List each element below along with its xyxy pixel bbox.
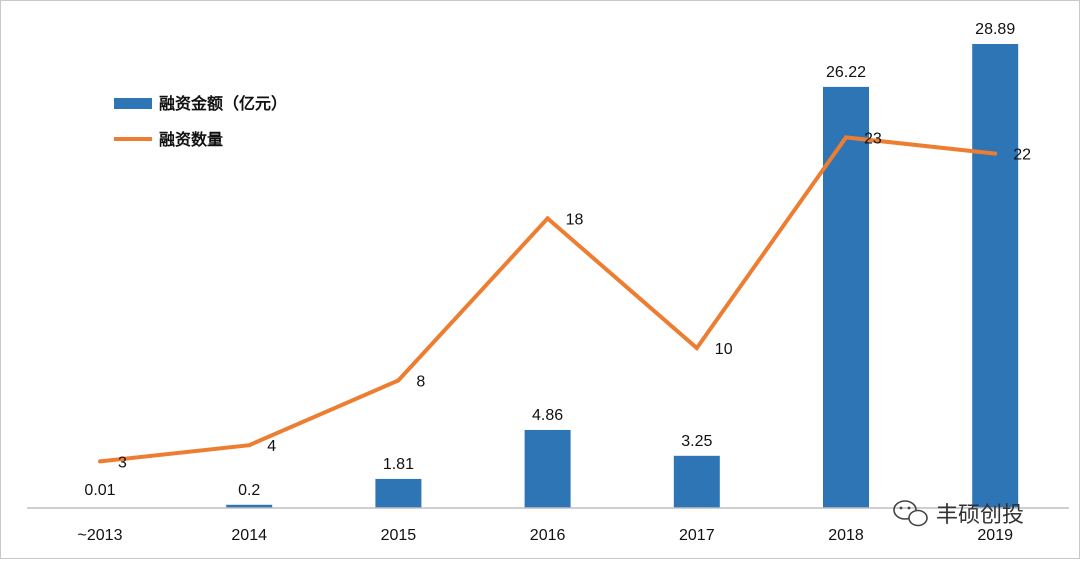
legend-line-label: 融资数量 bbox=[159, 130, 223, 149]
line-data-label: 4 bbox=[267, 438, 276, 455]
line-data-label: 23 bbox=[864, 130, 882, 147]
bar-data-label: 0.2 bbox=[238, 482, 260, 499]
line-data-label: 3 bbox=[118, 454, 127, 471]
bar bbox=[823, 87, 869, 508]
line-data-label: 10 bbox=[715, 341, 733, 358]
watermark-text: 丰硕创投 bbox=[936, 503, 1024, 528]
x-tick-label: 2014 bbox=[231, 527, 267, 544]
bar bbox=[375, 479, 421, 508]
bar bbox=[674, 456, 720, 508]
line-point bbox=[98, 459, 102, 463]
bar-data-label: 26.22 bbox=[826, 64, 866, 81]
wechat-icon bbox=[894, 501, 927, 526]
bar-data-label: 4.86 bbox=[532, 407, 563, 424]
line-point bbox=[546, 216, 550, 220]
bar bbox=[972, 44, 1018, 508]
line-point bbox=[695, 346, 699, 350]
line-point bbox=[396, 378, 400, 382]
watermark: 丰硕创投 bbox=[894, 501, 1024, 528]
line-point bbox=[247, 443, 251, 447]
bar-data-label: 1.81 bbox=[383, 456, 414, 473]
x-tick-label: 2015 bbox=[381, 527, 417, 544]
line-point bbox=[993, 152, 997, 156]
legend-item-line: 融资数量 bbox=[114, 130, 223, 149]
line-data-label: 22 bbox=[1013, 147, 1031, 164]
legend-item-bar: 融资金额（亿元） bbox=[114, 94, 287, 113]
x-tick-label: 2017 bbox=[679, 527, 715, 544]
line-series: 3 4 8 18 10 23 22 bbox=[98, 130, 1031, 471]
line-data-label: 8 bbox=[416, 373, 425, 390]
bar-data-label: 0.01 bbox=[84, 482, 115, 499]
line-data-label: 18 bbox=[566, 211, 584, 228]
x-axis-ticks: ~2013 2014 2015 2016 2017 2018 2019 bbox=[78, 527, 1014, 544]
legend: 融资金额（亿元） 融资数量 bbox=[114, 94, 287, 149]
x-tick-label: ~2013 bbox=[78, 527, 123, 544]
x-tick-label: 2018 bbox=[828, 527, 864, 544]
x-tick-label: 2016 bbox=[530, 527, 566, 544]
legend-bar-swatch bbox=[114, 98, 152, 109]
legend-bar-label: 融资金额（亿元） bbox=[159, 94, 287, 113]
x-tick-label: 2019 bbox=[977, 527, 1013, 544]
bar-data-label: 28.89 bbox=[975, 21, 1015, 38]
bar-data-label: 3.25 bbox=[681, 433, 712, 450]
line-point bbox=[844, 135, 848, 139]
bar bbox=[525, 430, 571, 508]
